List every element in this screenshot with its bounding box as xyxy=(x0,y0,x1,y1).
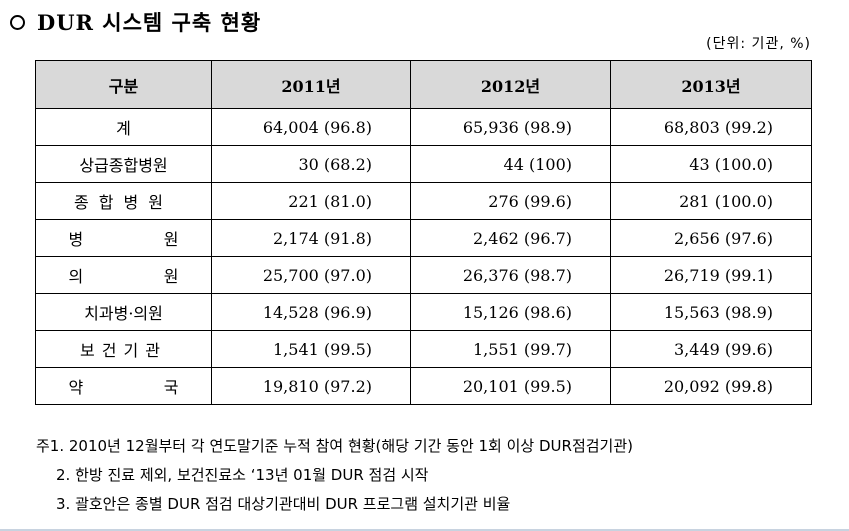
row-label-part: 원 xyxy=(163,267,179,286)
dur-status-table: 구분 2011년 2012년 2013년 계 64,004 (96.8) 65,… xyxy=(35,60,812,405)
row-label: 치과병·의원 xyxy=(35,293,212,331)
document-title: DUR 시스템 구축 현황 xyxy=(37,10,262,35)
table-row: 계 64,004 (96.8) 65,936 (98.9) 68,803 (99… xyxy=(35,108,812,146)
footnote-3: 3. 괄호안은 종별 DUR 점검 대상기관대비 DUR 프로그램 설치기관 비… xyxy=(56,495,511,513)
table-row: 종합병원 221 (81.0) 276 (99.6) 281 (100.0) xyxy=(35,182,812,220)
row-label-part: 의 xyxy=(68,267,84,286)
cell-2013: 43 (100.0) xyxy=(610,145,812,183)
cell-2011: 30 (68.2) xyxy=(211,145,411,183)
cell-2011: 14,528 (96.9) xyxy=(211,293,411,331)
cell-2012: 2,462 (96.7) xyxy=(410,219,611,257)
table-header-row: 구분 2011년 2012년 2013년 xyxy=(35,60,812,109)
header-2013: 2013년 xyxy=(610,60,812,109)
row-label: 상급종합병원 xyxy=(35,145,212,183)
cell-2012: 65,936 (98.9) xyxy=(410,108,611,146)
cell-2012: 44 (100) xyxy=(410,145,611,183)
row-label-part: 국 xyxy=(163,378,179,397)
cell-2011: 25,700 (97.0) xyxy=(211,256,411,294)
table-row: 상급종합병원 30 (68.2) 44 (100) 43 (100.0) xyxy=(35,145,812,183)
cell-2011: 64,004 (96.8) xyxy=(211,108,411,146)
row-label: 종합병원 xyxy=(35,182,212,220)
table-row: 치과병·의원 14,528 (96.9) 15,126 (98.6) 15,56… xyxy=(35,293,812,331)
cell-2012: 15,126 (98.6) xyxy=(410,293,611,331)
header-category: 구분 xyxy=(35,60,212,109)
cell-2013: 26,719 (99.1) xyxy=(610,256,812,294)
header-2012: 2012년 xyxy=(410,60,611,109)
footnote-1: 주1. 2010년 12월부터 각 연도말기준 누적 참여 현황(해당 기간 동… xyxy=(36,437,633,455)
cell-2011: 2,174 (91.8) xyxy=(211,219,411,257)
cell-2013: 3,449 (99.6) xyxy=(610,330,812,368)
cell-2011: 1,541 (99.5) xyxy=(211,330,411,368)
cell-2013: 281 (100.0) xyxy=(610,182,812,220)
title-row: DUR 시스템 구축 현황 xyxy=(10,7,261,37)
row-label: 계 xyxy=(35,108,212,146)
unit-label: (단위: 기관, %) xyxy=(706,36,811,52)
bottom-divider xyxy=(0,529,849,531)
cell-2013: 68,803 (99.2) xyxy=(610,108,812,146)
table-row: 보건기관 1,541 (99.5) 1,551 (99.7) 3,449 (99… xyxy=(35,330,812,368)
row-label-part: 병 xyxy=(68,230,84,249)
cell-2013: 15,563 (98.9) xyxy=(610,293,812,331)
cell-2012: 26,376 (98.7) xyxy=(410,256,611,294)
row-label-part: 약 xyxy=(68,378,84,397)
circle-bullet-icon xyxy=(10,14,25,30)
cell-2011: 221 (81.0) xyxy=(211,182,411,220)
row-label-text: 종합병원 xyxy=(74,193,173,212)
row-label-text: 보건기관 xyxy=(80,341,167,360)
cell-2013: 2,656 (97.6) xyxy=(610,219,812,257)
row-label: 보건기관 xyxy=(35,330,212,368)
cell-2013: 20,092 (99.8) xyxy=(610,367,812,405)
cell-2012: 276 (99.6) xyxy=(410,182,611,220)
footnote-2: 2. 한방 진료 제외, 보건진료소 ‘13년 01월 DUR 점검 시작 xyxy=(56,466,429,484)
cell-2011: 19,810 (97.2) xyxy=(211,367,411,405)
row-label-part: 원 xyxy=(163,230,179,249)
header-2011: 2011년 xyxy=(211,60,411,109)
cell-2012: 20,101 (99.5) xyxy=(410,367,611,405)
cell-2012: 1,551 (99.7) xyxy=(410,330,611,368)
footnotes: 주1. 2010년 12월부터 각 연도말기준 누적 참여 현황(해당 기간 동… xyxy=(36,432,633,519)
